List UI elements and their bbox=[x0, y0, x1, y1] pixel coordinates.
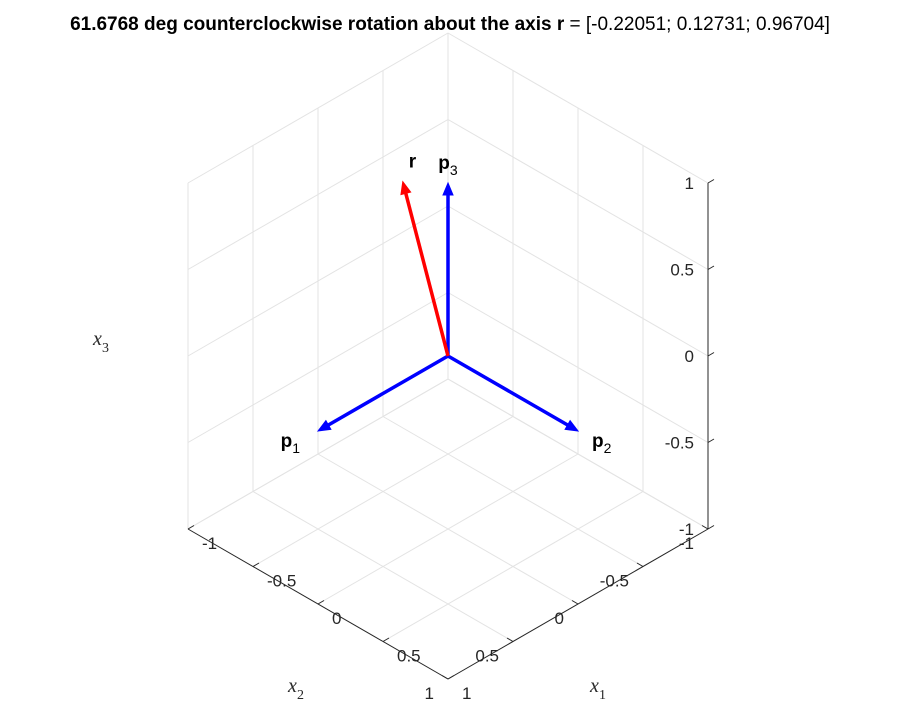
vector-p1-label: p1 bbox=[281, 431, 301, 456]
title-symbol: r bbox=[556, 14, 565, 35]
x3-tick-mark bbox=[707, 352, 715, 357]
x3-tick-label: -1 bbox=[679, 520, 694, 539]
grid-line bbox=[447, 205, 709, 357]
x2-tick-mark bbox=[701, 525, 709, 530]
x1-tick-mark bbox=[317, 600, 325, 605]
x2-tick-label: 0 bbox=[555, 609, 564, 628]
vector-p3-label: p3 bbox=[438, 153, 458, 178]
vectors: p1 p2 p3 r bbox=[281, 152, 612, 456]
x3-tick-label: 0 bbox=[685, 347, 694, 366]
grid-line bbox=[187, 119, 449, 270]
vector-p1-head bbox=[316, 419, 332, 432]
x1-tick-mark bbox=[382, 637, 390, 642]
x2-axis-label: x2 bbox=[287, 675, 304, 703]
x3-tick-label: 1 bbox=[685, 174, 694, 193]
x3-tick-mark bbox=[707, 438, 715, 443]
x3-tick-label: -0.5 bbox=[665, 434, 694, 453]
x2-tick-label: 1 bbox=[425, 684, 434, 703]
x1-tick-label: 0 bbox=[332, 609, 341, 628]
chart-title: 61.6768 deg counterclockwise rotation ab… bbox=[0, 14, 900, 36]
grid-line bbox=[317, 453, 579, 605]
x1-tick-mark bbox=[447, 675, 455, 680]
axes bbox=[187, 179, 715, 680]
vector-p1-shaft bbox=[325, 354, 449, 428]
title-prefix: 61.6768 deg counterclockwise rotation ab… bbox=[70, 14, 557, 35]
x2-tick-mark bbox=[571, 600, 579, 605]
x2-tick-mark bbox=[506, 637, 514, 642]
x2-tick-mark bbox=[636, 562, 644, 567]
vector-r-label: r bbox=[409, 152, 417, 173]
vector-p2-label: p2 bbox=[592, 431, 612, 456]
grid-line bbox=[447, 119, 709, 270]
x1-tick-label: -1 bbox=[202, 534, 217, 553]
x1-tick-mark bbox=[252, 562, 260, 567]
grid-line bbox=[187, 32, 449, 184]
x3-axis-label: x3 bbox=[92, 328, 109, 356]
vector-p3-head bbox=[442, 181, 454, 196]
x1-axis-label: x1 bbox=[589, 675, 606, 703]
vector-r-head bbox=[400, 180, 412, 196]
x2-tick-label: 0.5 bbox=[475, 647, 499, 666]
x1-tick-label: 1 bbox=[462, 684, 471, 703]
x3-tick-mark bbox=[707, 525, 715, 530]
x3-tick-mark bbox=[707, 179, 715, 184]
x1-tick-mark bbox=[187, 525, 195, 530]
grid-line bbox=[252, 491, 514, 642]
vector-r-shaft bbox=[403, 190, 450, 357]
grid-line bbox=[382, 491, 644, 642]
grid-line bbox=[187, 205, 449, 357]
x3-tick-label: 0.5 bbox=[670, 261, 694, 280]
vector-p2-head bbox=[564, 419, 580, 432]
x2-tick-label: -1 bbox=[679, 534, 694, 553]
x3-tick-mark bbox=[707, 265, 715, 270]
title-suffix: = [-0.22051; 0.12731; 0.96704] bbox=[564, 14, 830, 35]
grid-line bbox=[447, 32, 709, 184]
x2-tick-label: -0.5 bbox=[600, 572, 629, 591]
x1-tick-label: -0.5 bbox=[267, 572, 296, 591]
x1-tick-label: 0.5 bbox=[397, 647, 421, 666]
vector-p2-shaft bbox=[447, 354, 571, 428]
x2-tick-mark bbox=[441, 675, 449, 680]
